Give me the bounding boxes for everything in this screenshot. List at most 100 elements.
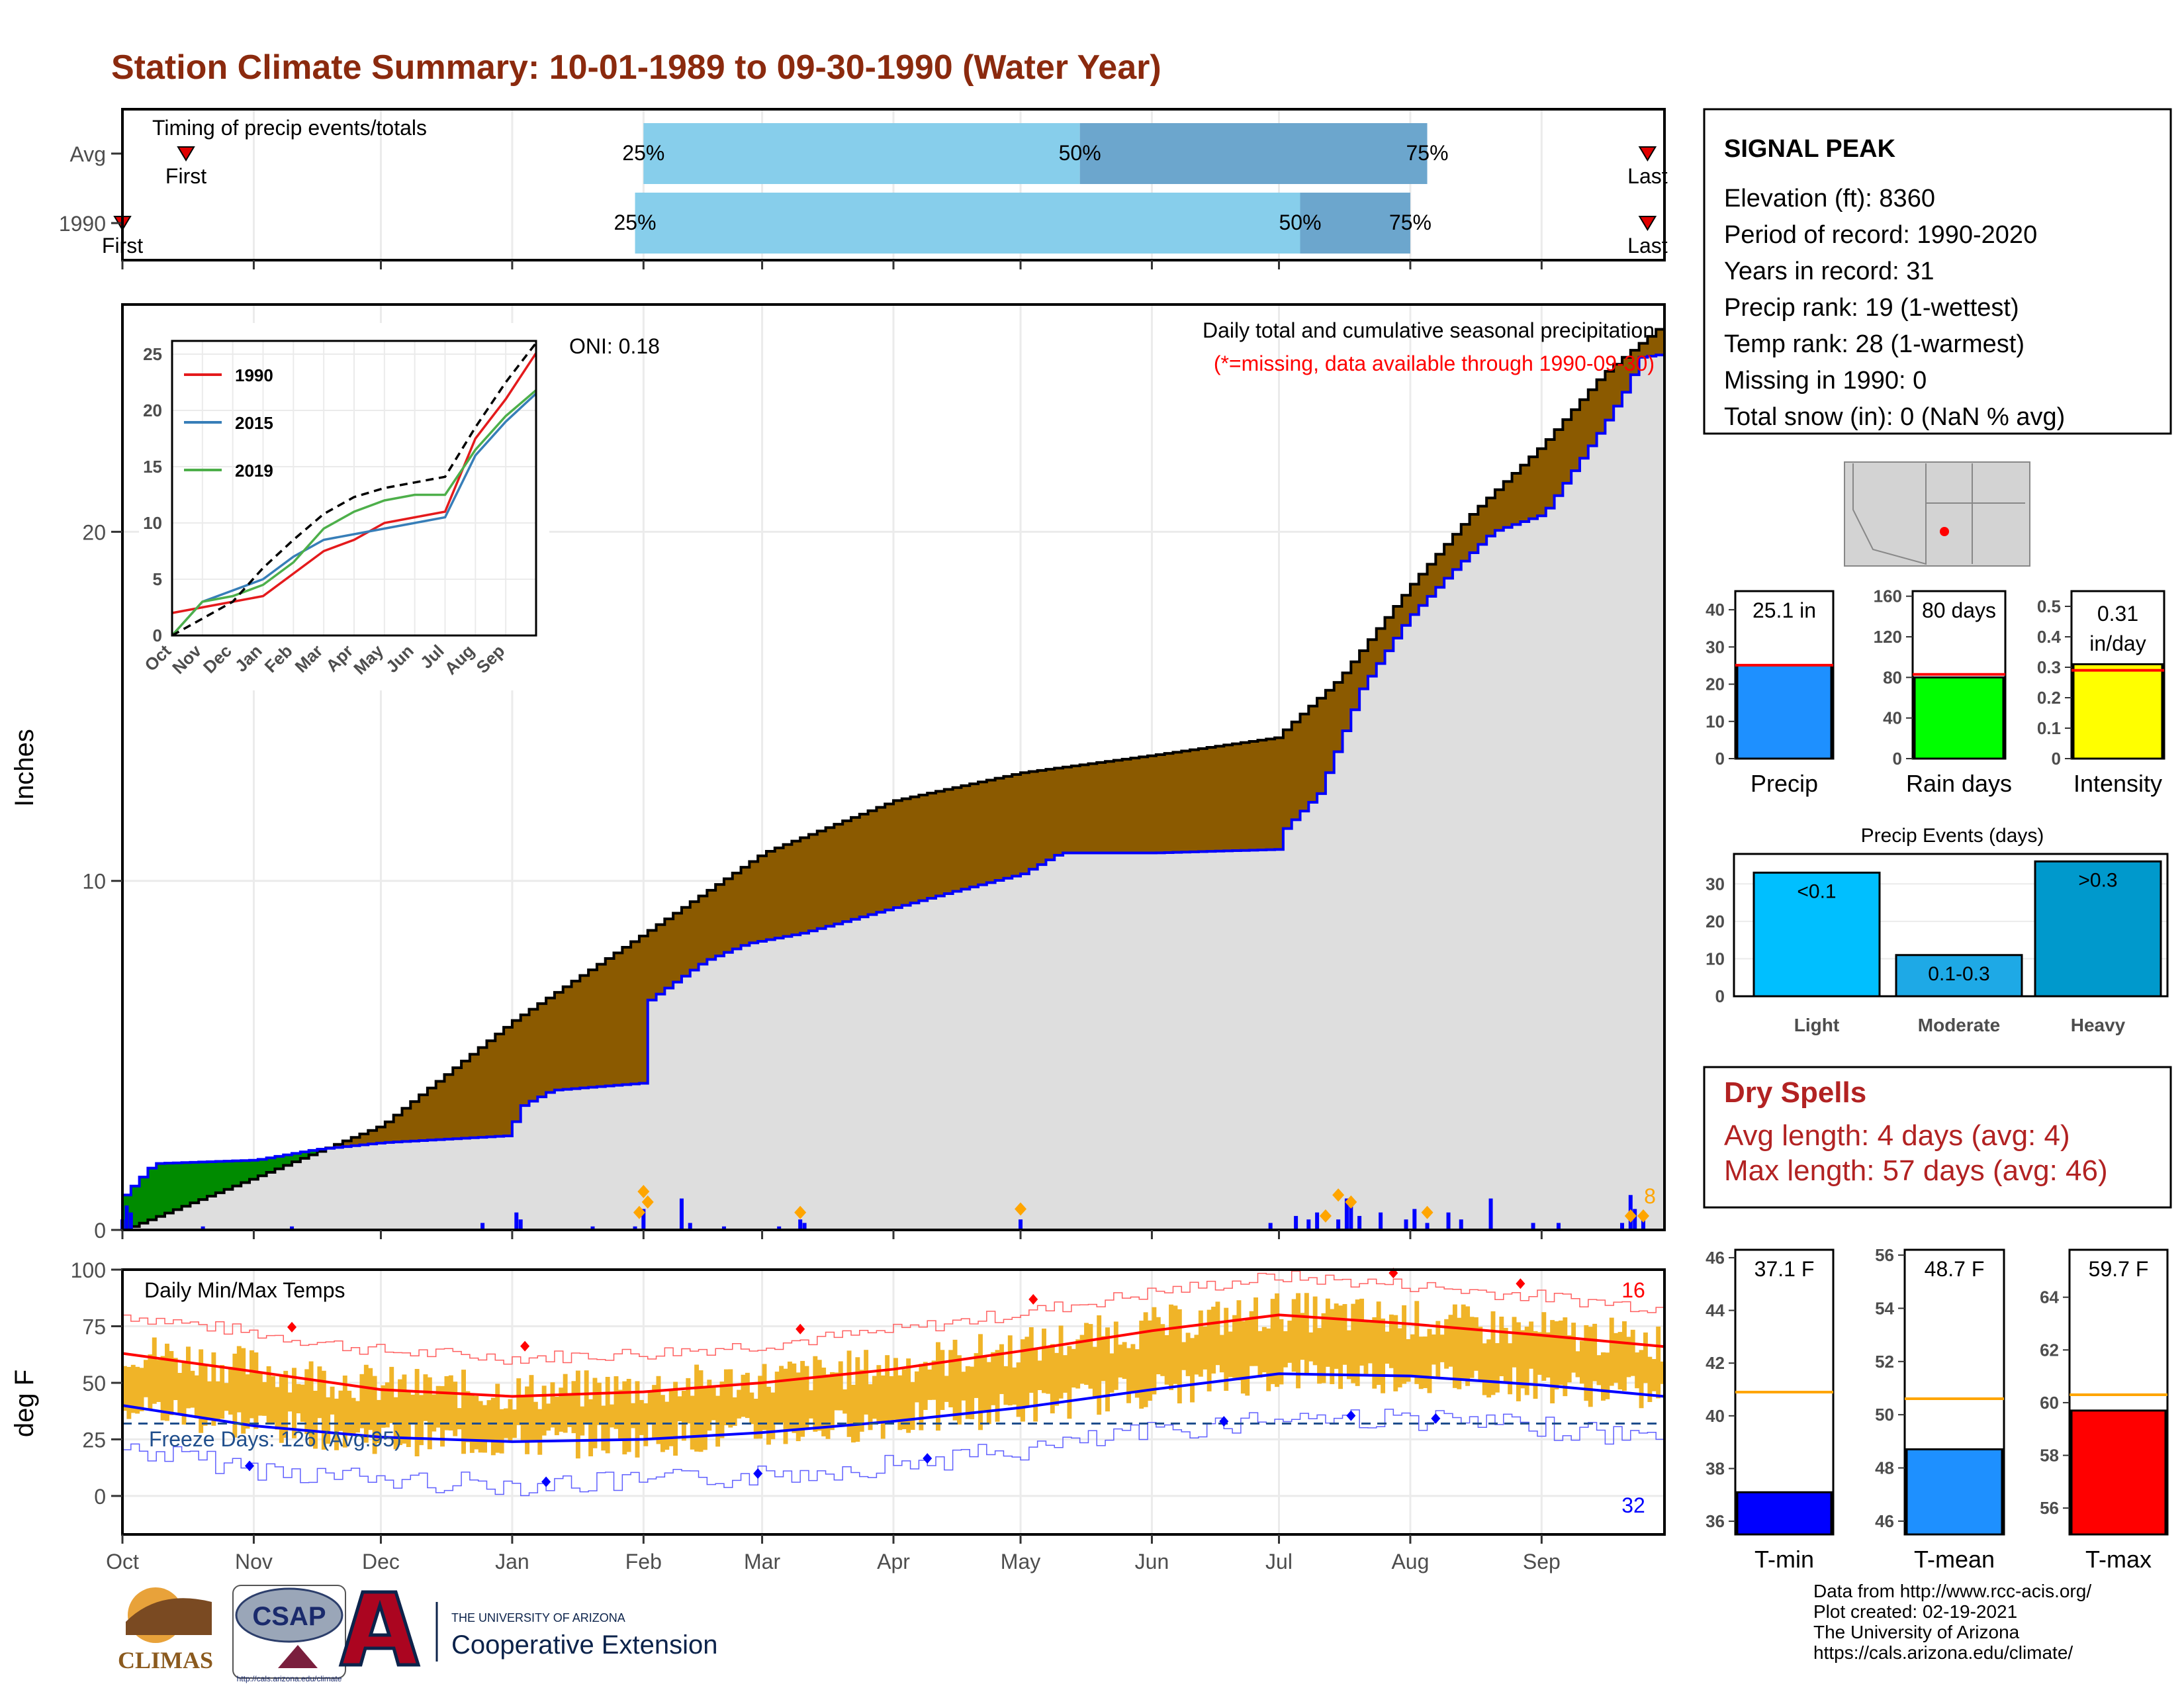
daily-temp-bar bbox=[1275, 1293, 1279, 1387]
daily-temp-bar bbox=[541, 1385, 547, 1436]
record-low-marker bbox=[1431, 1413, 1441, 1424]
daily-temp-bar bbox=[787, 1361, 792, 1430]
station-info-line: Period of record: 1990-2020 bbox=[1724, 221, 2037, 249]
daily-temp-bar bbox=[215, 1381, 220, 1421]
daily-precip-bar bbox=[1619, 1223, 1624, 1230]
daily-temp-bar bbox=[957, 1355, 962, 1425]
daily-temp-bar bbox=[1388, 1314, 1394, 1368]
inset-y-tick-label: 10 bbox=[143, 513, 162, 533]
obs-cumulative-line bbox=[122, 353, 1666, 1197]
daily-temp-bar bbox=[792, 1363, 797, 1433]
daily-temp-bar bbox=[1304, 1293, 1309, 1376]
daily-temp-bar bbox=[1245, 1318, 1250, 1396]
daily-temp-bar bbox=[906, 1358, 911, 1433]
tmin-y-tick-label: 46 bbox=[1706, 1248, 1725, 1268]
daily-temp-bar bbox=[228, 1366, 233, 1415]
daily-precip-bar bbox=[1488, 1198, 1493, 1230]
daily-temp-bar bbox=[224, 1383, 229, 1411]
tmean-y-tick-label: 52 bbox=[1875, 1352, 1894, 1372]
daily-temp-bar bbox=[1050, 1344, 1055, 1414]
daily-temp-bar bbox=[1028, 1327, 1034, 1393]
daily-temp-bar bbox=[508, 1399, 513, 1442]
daily-temp-bar bbox=[626, 1379, 631, 1452]
daily-temp-bar bbox=[1156, 1317, 1161, 1375]
daily-temp-bar bbox=[1016, 1362, 1021, 1417]
daily-temp-bar bbox=[563, 1374, 568, 1433]
daily-temp-bar bbox=[876, 1365, 882, 1423]
daily-temp-bar bbox=[211, 1352, 216, 1426]
daily-temp-bar bbox=[529, 1375, 534, 1440]
daily-precip-bar bbox=[1357, 1215, 1362, 1230]
daily-temp-bar bbox=[1224, 1307, 1229, 1391]
daily-temp-bar bbox=[232, 1353, 238, 1438]
precip-events-category-label: Heavy bbox=[2071, 1015, 2126, 1035]
daily-temp-bar bbox=[1410, 1334, 1415, 1376]
daily-temp-bar bbox=[1567, 1335, 1572, 1383]
daily-temp-bar bbox=[1338, 1305, 1343, 1389]
daily-temp-bar bbox=[1219, 1335, 1224, 1373]
daily-precip-bar bbox=[777, 1226, 782, 1230]
daily-precip-bar bbox=[1641, 1219, 1645, 1230]
daily-temp-bar bbox=[732, 1397, 737, 1427]
daily-temp-bar bbox=[698, 1370, 704, 1452]
record-high-marker bbox=[287, 1321, 297, 1333]
record-low-marker bbox=[753, 1468, 763, 1479]
daily-temp-bar bbox=[1054, 1352, 1060, 1406]
daily-temp-bar bbox=[313, 1390, 318, 1449]
dry-spells-avg: Avg length: 4 days (avg: 4) bbox=[1724, 1119, 2070, 1152]
daily-temp-bar bbox=[283, 1370, 289, 1438]
precip-total-value-label: 25.1 in bbox=[1752, 598, 1816, 622]
daily-temp-bar bbox=[1181, 1342, 1187, 1370]
month-tick-label: Oct bbox=[106, 1550, 139, 1573]
daily-temp-bar bbox=[1423, 1336, 1428, 1388]
dry-spells-box bbox=[1703, 1066, 2172, 1209]
daily-temp-bar bbox=[1033, 1348, 1038, 1422]
daily-temp-bar bbox=[1079, 1335, 1085, 1384]
daily-temp-bar bbox=[482, 1405, 487, 1453]
daily-temp-bar bbox=[1134, 1349, 1140, 1398]
timing-title: Timing of precip events/totals bbox=[152, 116, 427, 140]
daily-temp-bar bbox=[1617, 1332, 1623, 1390]
daily-temp-bar bbox=[584, 1370, 589, 1423]
daily-temp-bar bbox=[1508, 1343, 1513, 1395]
daily-temp-bar bbox=[1063, 1355, 1068, 1393]
daily-temp-bar bbox=[1088, 1324, 1093, 1389]
daily-temp-bar bbox=[1431, 1334, 1436, 1365]
daily-temp-bar bbox=[444, 1376, 449, 1430]
daily-temp-bar bbox=[707, 1380, 712, 1431]
daily-temp-bar bbox=[279, 1376, 284, 1443]
daily-temp-bar bbox=[592, 1378, 598, 1448]
tmean-y-tick-label: 54 bbox=[1875, 1298, 1894, 1318]
daily-temp-bar bbox=[177, 1372, 183, 1415]
timing-bar-50-75 bbox=[1300, 193, 1410, 254]
daily-precip-bar bbox=[1349, 1201, 1353, 1230]
ua-logo bbox=[338, 1590, 421, 1667]
station-info-line: Temp rank: 28 (1-warmest) bbox=[1724, 330, 2025, 358]
daily-precip-bar bbox=[590, 1226, 595, 1230]
dry-spells-title: Dry Spells bbox=[1724, 1076, 1866, 1109]
footer-line: Data from http://www.rcc-acis.org/ bbox=[1813, 1581, 2092, 1601]
intensity-y-tick-label: 0.5 bbox=[2037, 596, 2061, 616]
daily-temp-bar bbox=[1160, 1324, 1165, 1376]
month-tick-label: Jun bbox=[1135, 1550, 1169, 1573]
daily-temp-bar bbox=[207, 1381, 212, 1421]
rain-days-y-tick-label: 0 bbox=[1893, 749, 1902, 769]
daily-temp-bar bbox=[1122, 1342, 1127, 1380]
month-tick-label: Mar bbox=[744, 1550, 780, 1573]
daily-temp-bar bbox=[702, 1386, 707, 1450]
daily-temp-bar bbox=[923, 1362, 928, 1410]
daily-temp-bar bbox=[262, 1382, 267, 1416]
daily-temp-bar bbox=[330, 1386, 335, 1415]
daily-temp-bar bbox=[901, 1369, 907, 1430]
daily-temp-bar bbox=[1490, 1311, 1496, 1395]
daily-temp-bar bbox=[643, 1403, 649, 1446]
rain-days-y-tick-label: 120 bbox=[1874, 627, 1902, 647]
daily-temp-bar bbox=[1486, 1339, 1492, 1398]
daily-temp-bar bbox=[457, 1408, 462, 1430]
daily-temp-bar bbox=[617, 1389, 623, 1439]
daily-precip-bar bbox=[679, 1198, 684, 1230]
inset-y-tick-label: 5 bbox=[153, 569, 162, 589]
daily-temp-bar bbox=[385, 1382, 390, 1428]
inset-y-tick-label: 0 bbox=[153, 626, 162, 645]
daily-precip-bar bbox=[1315, 1212, 1320, 1230]
